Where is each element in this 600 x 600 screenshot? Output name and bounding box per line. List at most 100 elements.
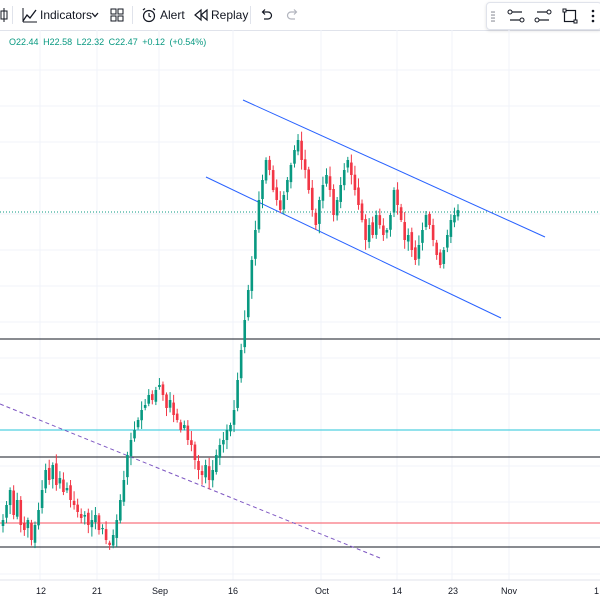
indicators-label: Indicators [40,8,93,22]
candle-body [154,390,158,402]
candle-body [55,463,58,485]
undo-icon[interactable] [259,0,273,30]
price-chart[interactable]: 12 21 Sep 16 Oct 14 23 Nov 1 [0,30,600,600]
candle-body [296,140,300,152]
chevron-down-icon[interactable] [90,0,100,30]
more-icon[interactable] [587,8,599,29]
candle-body [342,170,346,186]
candle-body [417,245,421,259]
time-axis-label: Oct [315,586,330,596]
candle-body [364,219,367,240]
channel-lower-line[interactable] [205,176,502,319]
change-value: +0.12 [142,37,165,47]
candle-body [143,405,147,408]
candle-body [293,150,296,164]
candle-body [51,465,55,480]
candle-body [122,480,126,502]
candle-body [101,528,104,530]
candle-body [193,444,197,460]
candle-body [19,499,23,525]
channel-upper-line[interactable] [242,99,546,238]
candle-body [254,230,257,259]
candle-body [303,159,307,170]
candle-body [115,520,119,538]
redo-icon[interactable] [286,0,300,30]
candle-body [346,160,350,168]
time-axis-label: 1 [594,586,599,596]
candle-body [261,180,264,200]
candle-body [446,235,449,248]
candle-body [243,320,247,348]
candle-body [65,488,69,491]
candle-body [403,222,406,240]
candle-body [442,250,446,264]
candle-body [97,515,101,530]
parallel-channel-icon[interactable] [534,8,552,29]
close-value: C22.47 [108,37,138,47]
candle-body [108,542,111,545]
candle-body [104,529,108,540]
templates-icon[interactable] [110,0,124,30]
candle-body [332,189,335,215]
candle-body [321,185,325,201]
high-value: H22.58 [43,37,73,47]
candle-body [325,175,328,184]
candle-body [250,260,254,291]
candle-body [5,505,8,518]
candle-body [90,520,94,528]
candle-body [257,200,261,230]
candle-body [318,200,321,224]
candle-body [367,225,371,242]
replay-button[interactable]: Replay [194,0,248,30]
grip-icon[interactable] [491,10,495,28]
drawing-toolbar [486,2,600,30]
candle-body [438,252,442,265]
candle-body [218,445,222,458]
candle-body [186,425,190,440]
candle-body [197,460,200,470]
candle-body [76,504,79,512]
candle-body [179,422,183,430]
candlestick-series [1,131,460,550]
candles-icon[interactable] [0,0,10,30]
candle-body [229,425,232,432]
candle-body [26,520,30,529]
rectangle-icon[interactable] [562,8,578,29]
candle-body [12,490,15,515]
candle-body [310,187,314,210]
candle-body [33,525,37,543]
candle-body [360,203,364,220]
candle-body [371,222,374,235]
candle-body [165,394,168,408]
candle-body [94,515,97,523]
candle-body [140,410,143,421]
alert-button[interactable]: Alert [141,0,185,30]
ohlc-legend: O22.44 H22.58 L22.32 C22.47 +0.12 (+0.54… [9,37,208,47]
toolbar-divider [132,6,133,24]
indicators-button[interactable]: Indicators [22,0,92,30]
candle-body [424,215,428,228]
candle-body [289,165,293,183]
candle-body [8,490,12,506]
line-tool-icon[interactable] [507,8,525,29]
candle-body [357,187,360,205]
candle-body [278,200,282,210]
candle-body [232,410,236,425]
candle-body [268,159,271,170]
dashed-trend-line[interactable] [0,403,381,559]
candle-body [456,210,460,217]
candle-body [83,515,87,517]
replay-icon [194,8,208,22]
candle-body [15,500,19,517]
candle-body [37,510,40,526]
candle-body [30,522,33,540]
time-axis-label: Sep [152,586,168,596]
candle-body [246,290,250,318]
candle-body [58,478,62,484]
candle-body [182,425,186,429]
candle-body [200,471,204,475]
candle-body [428,213,431,225]
change-percent: (+0.54%) [169,37,207,47]
candle-body [158,385,161,388]
candle-body [431,224,435,240]
